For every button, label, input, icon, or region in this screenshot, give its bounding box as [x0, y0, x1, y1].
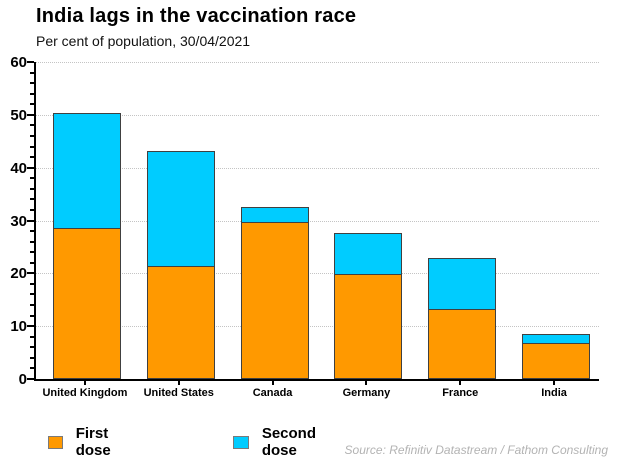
x-tick-germany — [365, 381, 368, 385]
bar-first-dose-united-states — [146, 266, 215, 379]
gridline-50 — [36, 114, 599, 116]
bar-second-dose-canada — [240, 207, 309, 223]
y-axis-labels: 0 10 20 30 40 50 60 — [0, 54, 27, 388]
bar-second-dose-france — [428, 258, 497, 310]
y-minor-tick-36 — [30, 187, 34, 190]
bar-first-dose-india — [522, 343, 591, 379]
y-major-tick-40 — [27, 166, 34, 169]
x-tick-united-states — [177, 381, 180, 385]
y-minor-tick-2 — [30, 367, 34, 370]
gridline-60 — [36, 62, 599, 63]
y-minor-tick-4 — [30, 356, 34, 359]
gridline-30 — [36, 220, 599, 222]
bar-first-dose-germany — [334, 274, 403, 379]
x-tick-france — [459, 381, 462, 385]
legend-item-second-dose: Second dose — [233, 425, 323, 459]
y-minor-tick-52 — [30, 103, 34, 106]
y-minor-tick-56 — [30, 82, 34, 85]
x-axis-label-france: France — [442, 387, 479, 399]
legend-label-second-dose: Second dose — [261, 425, 316, 459]
x-tick-united-kingdom — [83, 381, 86, 385]
first-dose-swatch-icon — [48, 435, 63, 449]
y-axis-label-50: 50 — [10, 106, 27, 124]
x-tick-canada — [271, 381, 274, 385]
y-minor-tick-12 — [30, 314, 34, 317]
legend-item-first-dose: First dose — [48, 425, 119, 459]
y-minor-tick-34 — [30, 198, 34, 201]
x-axis-label-united-states: United States — [143, 387, 214, 399]
y-minor-tick-58 — [30, 71, 34, 74]
y-minor-tick-26 — [30, 240, 34, 243]
bar-first-dose-france — [428, 309, 497, 379]
y-major-tick-50 — [27, 113, 34, 116]
x-axis-label-canada: Canada — [252, 387, 293, 399]
y-minor-tick-32 — [30, 208, 34, 211]
y-major-tick-10 — [27, 325, 34, 328]
y-axis-label-0: 0 — [18, 371, 27, 388]
plot-area — [27, 61, 599, 381]
gridline-20 — [36, 273, 599, 275]
y-minor-tick-18 — [30, 282, 34, 285]
y-minor-tick-6 — [30, 346, 34, 349]
y-major-tick-60 — [27, 61, 34, 63]
bar-second-dose-india — [522, 334, 591, 344]
y-axis-label-40: 40 — [10, 159, 27, 177]
y-minor-tick-46 — [30, 134, 34, 137]
x-axis-label-germany: Germany — [342, 387, 391, 399]
y-axis-label-30: 30 — [10, 212, 27, 230]
bar-second-dose-germany — [334, 233, 403, 275]
second-dose-swatch-icon — [233, 435, 249, 449]
bar-second-dose-united-kingdom — [52, 113, 121, 229]
y-minor-tick-42 — [30, 156, 34, 159]
source-credit: Source: Refinitiv Datastream / Fathom Co… — [344, 443, 608, 457]
y-minor-tick-24 — [30, 251, 34, 254]
legend-label-first-dose: First dose — [75, 425, 111, 459]
x-axis-label-india: India — [541, 387, 567, 399]
y-minor-tick-28 — [30, 230, 34, 233]
y-axis-label-60: 60 — [10, 54, 27, 71]
y-minor-tick-22 — [30, 261, 34, 264]
y-major-tick-30 — [27, 219, 34, 222]
bar-first-dose-canada — [240, 222, 309, 379]
y-minor-tick-38 — [30, 177, 34, 180]
gridline-10 — [36, 326, 599, 328]
x-axis-labels: United Kingdom United States Canada Germany… — [34, 381, 597, 401]
bar-first-dose-united-kingdom — [52, 228, 121, 379]
x-tick-india — [553, 381, 556, 385]
y-axis-label-10: 10 — [10, 318, 27, 336]
gridline-40 — [36, 167, 599, 169]
bar-second-dose-united-states — [146, 151, 215, 267]
chart-subtitle: Per cent of population, 30/04/2021 — [36, 33, 251, 49]
chart-title: India lags in the vaccination race — [36, 5, 357, 27]
y-minor-tick-44 — [30, 145, 34, 148]
y-minor-tick-16 — [30, 293, 34, 296]
y-minor-tick-14 — [30, 304, 34, 307]
y-axis-label-20: 20 — [10, 265, 27, 283]
y-major-tick-20 — [27, 272, 34, 275]
x-axis-label-united-kingdom: United Kingdom — [42, 387, 128, 399]
y-minor-tick-54 — [30, 92, 34, 95]
y-minor-tick-8 — [30, 335, 34, 338]
y-minor-tick-48 — [30, 124, 34, 127]
y-major-tick-0 — [27, 378, 34, 380]
